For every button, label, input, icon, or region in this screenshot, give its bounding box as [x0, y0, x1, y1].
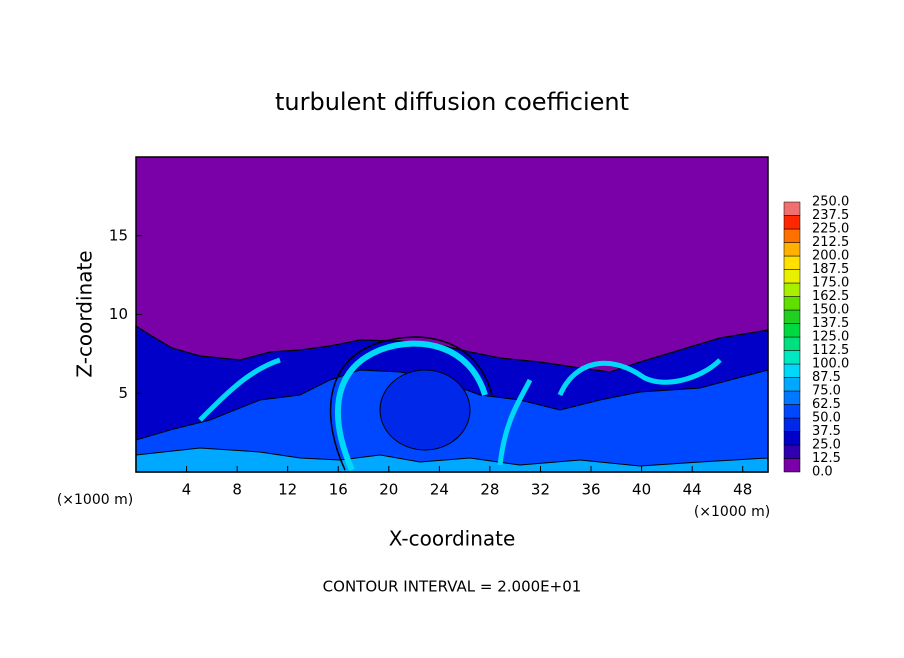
colorbar-cell — [783, 255, 801, 270]
colorbar-cell — [783, 417, 801, 432]
colorbar-cell — [783, 350, 801, 365]
colorbar-cell — [783, 444, 801, 459]
colorbar-label: 187.5 — [812, 262, 849, 277]
x-tick-label: 44 — [683, 481, 702, 499]
colorbar-cell — [783, 269, 801, 284]
colorbar-label: 162.5 — [812, 289, 849, 304]
colorbar-label: 125.0 — [812, 330, 849, 345]
y-tick-label: 15 — [109, 226, 128, 244]
x-tick-label: 24 — [430, 481, 449, 499]
colorbar-cell — [783, 201, 801, 216]
x-tick-label: 36 — [581, 481, 600, 499]
colorbar-label: 250.0 — [812, 195, 849, 210]
field-region — [334, 340, 488, 472]
colorbar-label: 87.5 — [812, 370, 841, 385]
colorbar-cell — [783, 309, 801, 324]
x-tick-label: 48 — [733, 481, 752, 499]
colorbar-label: 112.5 — [812, 343, 849, 358]
field-region — [329, 336, 493, 471]
colorbar-cell — [783, 336, 801, 351]
x-tick-label: 8 — [232, 481, 242, 499]
colorbar-label: 37.5 — [812, 424, 841, 439]
colorbar-label: 25.0 — [812, 438, 841, 453]
colorbar-label: 212.5 — [812, 235, 849, 250]
chart-title: turbulent diffusion coefficient — [275, 88, 629, 116]
x-tick-label: 20 — [379, 481, 398, 499]
colorbar-cell — [783, 390, 801, 405]
colorbar-label: 12.5 — [812, 451, 841, 466]
x-unit-label: (×1000 m) — [694, 504, 770, 520]
colorbar-cell — [783, 431, 801, 446]
colorbar-cell — [783, 404, 801, 419]
x-tick-label: 32 — [531, 481, 550, 499]
colorbar-label: 237.5 — [812, 208, 849, 223]
x-tick-label: 4 — [182, 481, 192, 499]
x-tick-label: 28 — [480, 481, 499, 499]
colorbar-label: 150.0 — [812, 303, 849, 318]
colorbar-label: 137.5 — [812, 316, 849, 331]
field-region — [379, 369, 471, 451]
colorbar-label: 225.0 — [812, 222, 849, 237]
y-tick-label: 5 — [118, 384, 128, 402]
y-unit-label: (×1000 m) — [57, 492, 133, 508]
colorbar-cell — [783, 296, 801, 311]
colorbar-label: 200.0 — [812, 249, 849, 264]
colorbar-cell — [783, 282, 801, 297]
colorbar-cell — [783, 323, 801, 338]
colorbar-label: 50.0 — [812, 411, 841, 426]
colorbar-label: 175.0 — [812, 276, 849, 291]
x-tick-label: 12 — [278, 481, 297, 499]
footer-note: CONTOUR INTERVAL = 2.000E+01 — [323, 578, 582, 596]
colorbar-cell — [783, 228, 801, 243]
colorbar-label: 62.5 — [812, 397, 841, 412]
axes: 4 8 12 16 20 24 28 32 36 40 44 48510150.012.525.037… — [109, 156, 849, 499]
colorbar-label: 100.0 — [812, 357, 849, 372]
x-tick-label: 40 — [632, 481, 651, 499]
y-axis-label: Z-coordinate — [73, 250, 97, 377]
colorbar-label: 0.0 — [812, 465, 833, 480]
y-tick-label: 10 — [109, 305, 128, 323]
colorbar-cell — [783, 458, 801, 473]
colorbar-cell — [783, 377, 801, 392]
colorbar-cell — [783, 363, 801, 378]
field-region — [198, 357, 533, 466]
x-axis-label: X-coordinate — [389, 527, 516, 551]
colorbar-label: 75.0 — [812, 384, 841, 399]
field — [135, 157, 769, 473]
colorbar-cell — [783, 242, 801, 257]
colorbar-cell — [783, 215, 801, 230]
field-region — [557, 358, 722, 397]
x-tick-label: 16 — [329, 481, 348, 499]
